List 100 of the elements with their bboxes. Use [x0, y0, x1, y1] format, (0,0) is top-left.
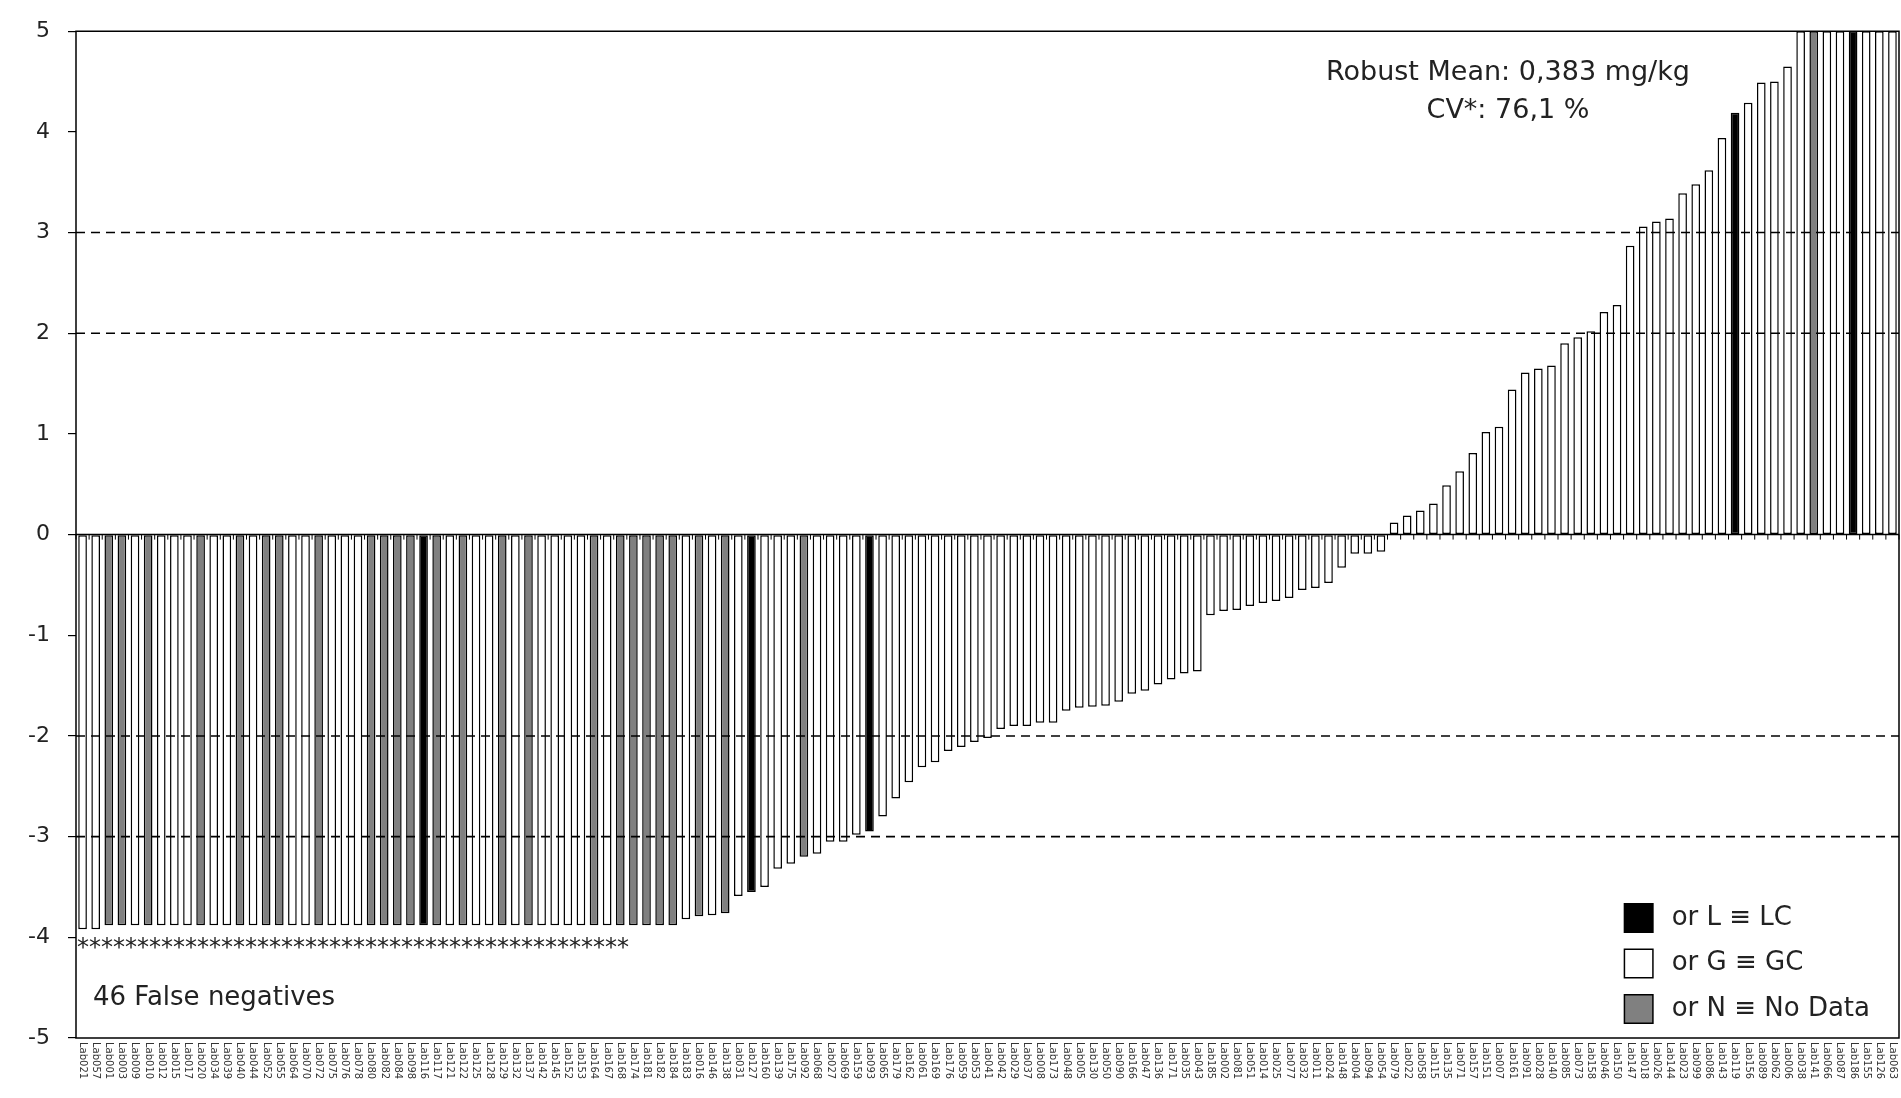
x-tick-label: Lab128: [484, 1042, 496, 1080]
x-tick-label: Lab156: [1743, 1042, 1755, 1080]
x-tick-label: Lab147: [1625, 1042, 1637, 1080]
x-tick-label: Lab044: [248, 1042, 260, 1080]
x-tick-label: Lab171: [1166, 1042, 1178, 1080]
y-tick-label: -2: [28, 721, 50, 747]
x-tick-label: Lab159: [851, 1042, 863, 1080]
legend-label: or N ≡ No Data: [1671, 991, 1870, 1022]
x-tick-label: Lab026: [1651, 1042, 1663, 1080]
x-tick-label: Lab034: [209, 1042, 221, 1080]
x-tick-label: Lab135: [1441, 1042, 1453, 1080]
x-tick-label: Lab099: [1691, 1042, 1703, 1080]
x-tick-label: Lab001: [104, 1042, 116, 1080]
x-tick-label: Lab145: [550, 1042, 562, 1080]
x-tick-label: Lab092: [799, 1042, 811, 1080]
x-tick-label: Lab126: [1874, 1042, 1886, 1080]
x-tick-label: Lab028: [1533, 1042, 1545, 1080]
x-tick-label: Lab093: [864, 1042, 876, 1080]
x-tick-label: Lab121: [445, 1042, 457, 1080]
y-tick-label: -3: [28, 822, 50, 848]
x-tick-label: Lab061: [917, 1042, 929, 1080]
x-tick-label: Lab094: [1363, 1042, 1375, 1080]
x-tick-label: Lab012: [156, 1042, 168, 1080]
x-tick-label: Lab146: [707, 1042, 719, 1080]
x-tick-label: Lab065: [877, 1042, 889, 1080]
x-tick-label: Lab031: [733, 1042, 745, 1080]
x-tick-label: Lab089: [1756, 1042, 1768, 1080]
x-tick-label: Lab144: [1664, 1042, 1676, 1080]
y-tick-label: -1: [28, 621, 50, 646]
x-tick-label: Lab157: [1468, 1042, 1480, 1080]
x-tick-label: Lab006: [1782, 1042, 1794, 1080]
x-tick-label: Lab054: [1376, 1042, 1388, 1080]
x-tick-label: Lab179: [891, 1042, 903, 1080]
x-tick-label: Lab167: [602, 1042, 614, 1080]
x-tick-label: Lab020: [196, 1042, 207, 1080]
x-tick-label: Lab014: [1258, 1042, 1270, 1080]
x-tick-label: Lab002: [1218, 1042, 1230, 1080]
y-tick-label: 5: [36, 16, 50, 42]
x-tick-label: Lab160: [759, 1042, 771, 1080]
x-tick-label: Lab025: [1271, 1042, 1283, 1080]
x-tick-label: Lab155: [1861, 1042, 1873, 1080]
x-tick-label: Lab169: [930, 1042, 942, 1080]
x-tick-label: Lab017: [182, 1042, 194, 1080]
x-tick-label: Lab041: [982, 1042, 994, 1080]
x-tick-label: Lab078: [353, 1042, 365, 1080]
x-tick-label: Lab011: [1310, 1042, 1322, 1080]
x-tick-label: Lab071: [1455, 1042, 1467, 1080]
x-tick-label: Lab032: [1297, 1042, 1309, 1080]
x-tick-label: Lab150: [1612, 1042, 1624, 1080]
x-tick-label: Lab142: [536, 1042, 548, 1080]
x-tick-label: Lab183: [681, 1042, 693, 1080]
x-tick-label: Lab047: [1140, 1042, 1152, 1080]
x-tick-label: Lab023: [1678, 1042, 1690, 1080]
legend-label: or L ≡ LC: [1671, 900, 1792, 931]
x-tick-label: Lab007: [1494, 1042, 1506, 1080]
x-tick-label: Lab075: [327, 1042, 339, 1080]
x-tick-label: Lab139: [773, 1042, 785, 1080]
legend-label: or G ≡ GC: [1671, 946, 1804, 977]
x-tick-label: Lab153: [576, 1042, 588, 1080]
x-tick-label: Lab181: [641, 1042, 653, 1080]
x-tick-label: Lab137: [523, 1042, 535, 1080]
x-tick-label: Lab091: [1520, 1042, 1532, 1080]
x-tick-label: Lab016: [694, 1042, 706, 1080]
x-tick-label: Lab122: [458, 1042, 470, 1080]
x-tick-label: Lab038: [1796, 1042, 1808, 1080]
x-tick-label: Lab116: [418, 1042, 430, 1080]
x-tick-label: Lab186: [1848, 1042, 1860, 1080]
x-tick-label: Lab024: [1323, 1042, 1335, 1080]
x-tick-label: Lab073: [1573, 1042, 1585, 1080]
x-tick-label: Lab080: [366, 1042, 378, 1080]
x-tick-label: Lab132: [510, 1042, 522, 1080]
x-tick-label: Lab057: [91, 1042, 103, 1080]
x-tick-label: Lab050: [1100, 1042, 1112, 1080]
x-tick-label: Lab185: [1205, 1042, 1217, 1080]
x-tick-label: Lab052: [261, 1042, 273, 1080]
x-tick-label: Lab138: [720, 1042, 732, 1080]
annotation: Robust Mean: 0,383 mg/kg: [1325, 55, 1690, 87]
x-tick-label: Lab090: [1114, 1042, 1126, 1080]
x-tick-label: Lab173: [1048, 1042, 1060, 1080]
x-tick-label: Lab125: [471, 1042, 483, 1080]
x-tick-label: Lab059: [956, 1042, 968, 1080]
x-tick-label: Lab015: [169, 1042, 181, 1080]
x-tick-label: Lab127: [746, 1042, 758, 1080]
x-tick-label: Lab081: [1232, 1042, 1244, 1080]
x-tick-label: Lab151: [1481, 1042, 1493, 1080]
annotation: 46 False negatives: [93, 980, 336, 1011]
x-tick-label: Lab130: [1087, 1042, 1099, 1080]
x-tick-label: Lab115: [1428, 1042, 1440, 1080]
y-tick-label: 4: [36, 117, 50, 143]
x-tick-label: Lab174: [628, 1042, 640, 1080]
x-tick-label: Lab143: [1717, 1042, 1729, 1080]
x-tick-label: Lab072: [314, 1042, 326, 1080]
annotation: CV*: 76,1 %: [1426, 93, 1590, 125]
x-tick-label: Lab175: [786, 1042, 798, 1080]
x-tick-label: Lab136: [1153, 1042, 1165, 1080]
x-tick-label: Lab152: [563, 1042, 575, 1080]
x-tick-label: Lab003: [117, 1042, 129, 1080]
x-tick-label: Lab066: [1822, 1042, 1834, 1080]
x-tick-label: Lab098: [405, 1042, 417, 1080]
x-tick-label: Lab069: [838, 1042, 850, 1080]
